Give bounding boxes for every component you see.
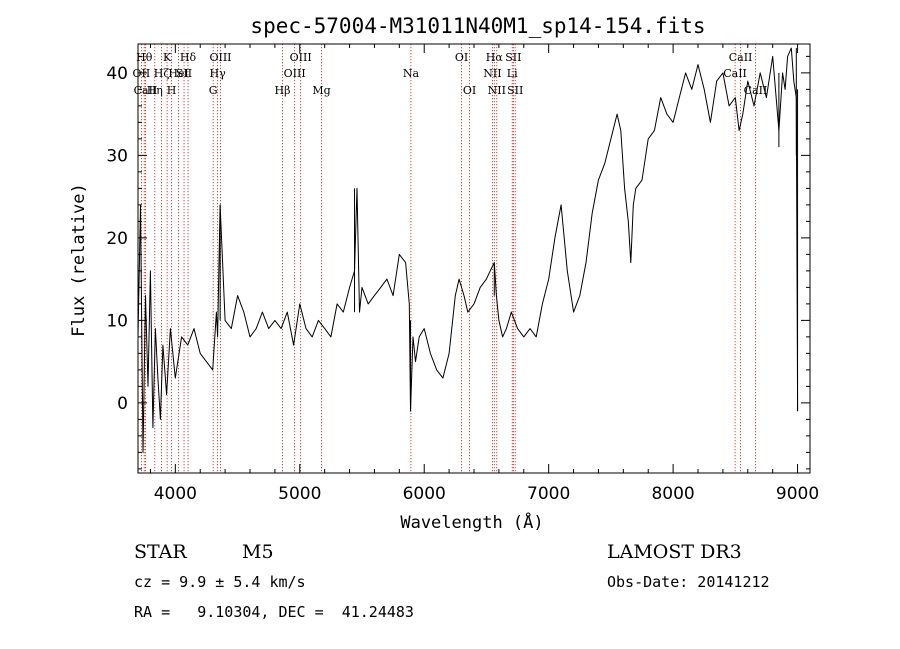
line-label: K [163,51,172,64]
plot-frame [137,43,811,474]
line-label: OI [463,84,476,97]
chart-title: spec-57004-M31011N40M1_sp14-154.fits [250,14,705,38]
line-label: NII [488,84,506,97]
x-tick-label: 6000 [403,484,446,504]
y-tick-label: 10 [106,311,128,331]
line-label: Hη [147,84,163,97]
x-tick-label: 4000 [154,484,197,504]
line-markers [140,44,756,473]
y-tick-label: 20 [106,229,128,249]
line-label: SII [505,51,521,64]
object-subclass: M5 [242,541,274,563]
spectrum [137,47,799,453]
line-label: Hα [486,51,504,64]
ra-dec: RA = 9.10304, DEC = 41.24483 [134,603,414,621]
spectrum-line [137,47,799,453]
line-label: H [167,84,177,97]
line-label: Hδ [180,51,197,64]
line-label: CaII [134,84,158,97]
x-axis-label: Wavelength (Å) [400,511,543,533]
x-tick-label: 7000 [527,484,570,504]
y-axis-label: Flux (relative) [69,183,89,337]
line-labels: HθOIICaIIHζKHHeISIIHδHηHγGOIIIHβOIIIOIII… [133,51,768,97]
line-label: CaII [744,84,768,97]
x-ticks: 4000 5000 6000 7000 8000 9000 [149,44,819,504]
line-label: OII [133,67,151,80]
line-label: Na [403,67,420,80]
line-label: Hζ [154,67,170,80]
line-label: Hθ [136,51,153,64]
line-label: OIII [290,51,312,64]
y-tick-label: 0 [117,394,128,414]
line-label: NII [483,67,501,80]
line-label: CaII [723,67,747,80]
x-tick-label: 5000 [278,484,321,504]
line-label: Hβ [275,84,291,97]
survey-name: LAMOST DR3 [607,541,742,563]
y-tick-label: 40 [106,64,128,84]
y-ticks: 0 10 20 30 40 [106,55,810,470]
observation-date: Obs-Date: 20141212 [607,573,770,591]
line-label: Hγ [210,67,227,80]
line-label: SII [507,84,523,97]
line-label: CaII [729,51,753,64]
line-label: Li [507,67,518,80]
line-label: SII [176,67,192,80]
y-tick-label: 30 [106,146,128,166]
line-label: Mg [312,84,330,97]
line-label: OI [455,51,468,64]
x-tick-label: 8000 [651,484,694,504]
object-class: STAR [134,541,187,563]
line-label: G [209,84,218,97]
line-label: OIII [284,67,306,80]
line-label: HeI [168,67,188,80]
line-label: OIII [209,51,231,64]
redshift-cz: cz = 9.9 ± 5.4 km/s [134,573,306,591]
x-tick-label: 9000 [776,484,819,504]
